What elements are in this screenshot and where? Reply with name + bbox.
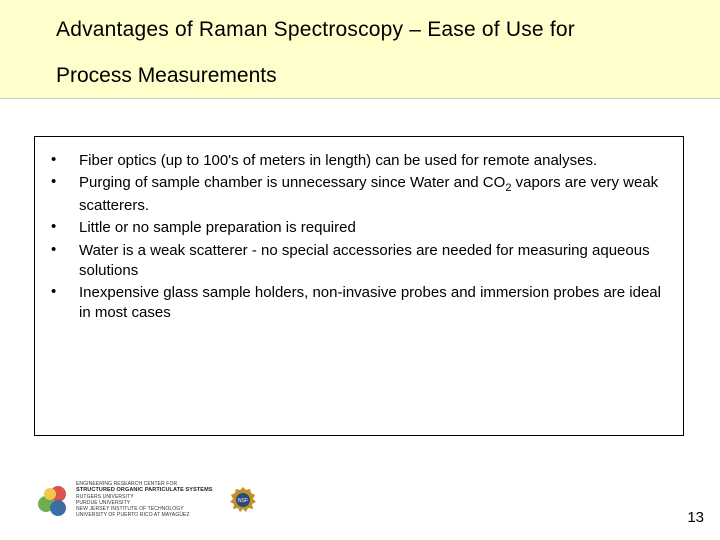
list-item: • Purging of sample chamber is unnecessa… xyxy=(49,173,669,216)
nsf-label: NSF xyxy=(238,498,248,504)
list-item: • Inexpensive glass sample holders, non-… xyxy=(49,283,669,324)
bullet-marker: • xyxy=(49,283,79,300)
bullet-marker: • xyxy=(49,218,79,235)
title-banner: Advantages of Raman Spectroscopy – Ease … xyxy=(0,0,720,99)
molecule-logo: ENGINEERING RESEARCH CENTER FOR STRUCTUR… xyxy=(34,481,213,518)
bullet-marker: • xyxy=(49,241,79,258)
content-box: • Fiber optics (up to 100's of meters in… xyxy=(34,136,684,436)
list-item: • Little or no sample preparation is req… xyxy=(49,218,669,238)
bullet-text: Fiber optics (up to 100's of meters in l… xyxy=(79,151,597,171)
bullet-text: Water is a weak scatterer - no special a… xyxy=(79,241,669,282)
bullet-list: • Fiber optics (up to 100's of meters in… xyxy=(49,151,669,324)
nsf-icon: NSF xyxy=(229,486,257,514)
bullet-marker: • xyxy=(49,151,79,168)
title-line-2: Process Measurements xyxy=(0,64,720,88)
page-number: 13 xyxy=(687,509,704,526)
bullet-marker: • xyxy=(49,173,79,190)
program-main: STRUCTURED ORGANIC PARTICULATE SYSTEMS xyxy=(76,487,213,494)
list-item: • Water is a weak scatterer - no special… xyxy=(49,241,669,282)
bullet-text: Purging of sample chamber is unnecessary… xyxy=(79,173,669,216)
program-text: ENGINEERING RESEARCH CENTER FOR STRUCTUR… xyxy=(76,481,213,518)
list-item: • Fiber optics (up to 100's of meters in… xyxy=(49,151,669,171)
bullet-text: Little or no sample preparation is requi… xyxy=(79,218,356,238)
bullet-text: Inexpensive glass sample holders, non-in… xyxy=(79,283,669,324)
footer-logos: ENGINEERING RESEARCH CENTER FOR STRUCTUR… xyxy=(34,481,257,518)
program-sub: UNIVERSITY OF PUERTO RICO AT MAYAGÜEZ xyxy=(76,512,213,518)
title-line-1: Advantages of Raman Spectroscopy – Ease … xyxy=(0,18,720,42)
molecule-icon xyxy=(34,482,70,518)
